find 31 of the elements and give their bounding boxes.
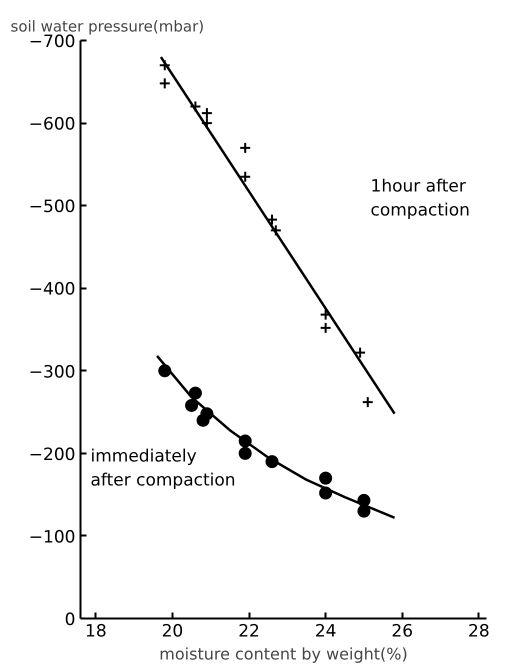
point [239,170,252,183]
x-tick-label: 22 [238,622,260,642]
point [158,77,171,90]
x-tick-label: 24 [314,622,336,642]
annotation: immediately after compaction [90,446,236,490]
y-tick-label: 0 [64,610,76,630]
y-tick-label: −600 [28,114,76,135]
x-tick-label: 28 [468,622,490,642]
x-tick-label: 26 [391,622,414,642]
point [320,322,332,334]
x-axis-title: moisture content by weight(%) [159,644,408,664]
annotation: 1hour after compaction [370,176,470,220]
point [319,472,332,485]
point [357,504,370,518]
point [239,142,252,154]
point [200,107,213,120]
y-tick-label: −100 [28,527,76,548]
point [238,446,252,460]
x-tick-label: 20 [162,622,184,642]
y-tick-label: −400 [28,280,76,300]
point [189,100,202,113]
point [270,224,282,236]
point [354,346,366,359]
y-tick-label: −500 [28,197,76,218]
y-tick-label: −200 [28,444,76,465]
point [158,59,171,72]
point [362,396,374,408]
y-tick-label: −300 [28,362,76,382]
point [185,398,198,412]
point [188,386,202,400]
x-tick-label: 18 [85,622,107,642]
